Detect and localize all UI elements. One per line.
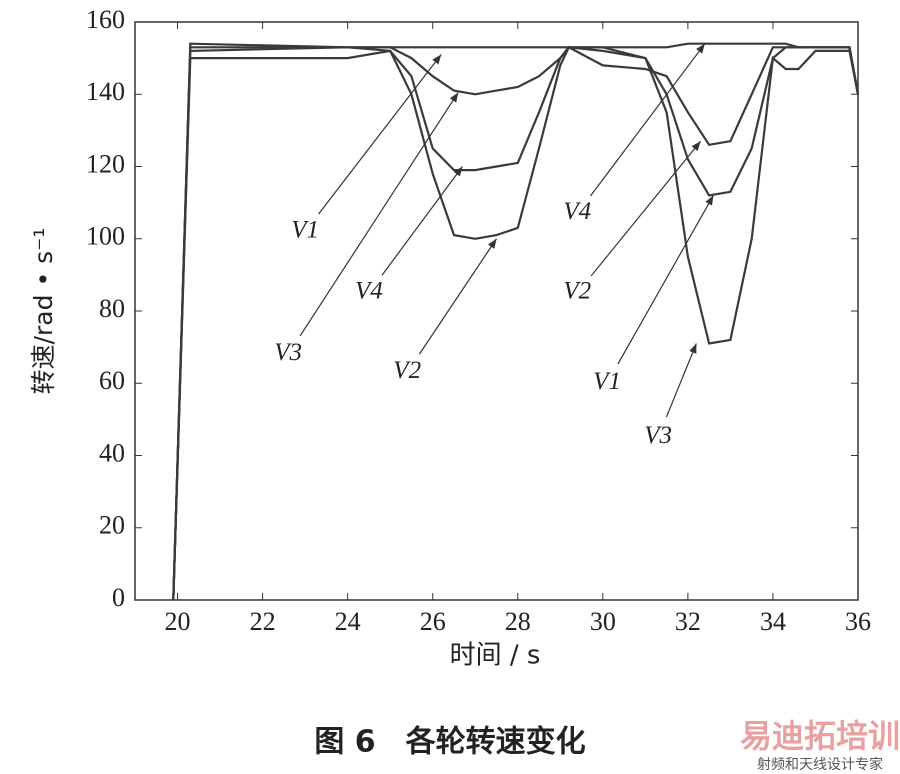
- x-tick-label: 30: [590, 607, 616, 636]
- x-tick-label: 20: [165, 607, 191, 636]
- series-line: [172, 46, 860, 601]
- annotation-label: V2: [393, 357, 421, 384]
- y-tick-label: 140: [86, 77, 125, 106]
- series-line: [172, 42, 860, 601]
- x-tick-label: 26: [420, 607, 446, 636]
- plot-frame: [134, 21, 859, 601]
- annotation-arrow: [318, 54, 442, 215]
- watermark-slogan: 射频和天线设计专家: [757, 756, 883, 773]
- annotation-label: V4: [563, 198, 591, 225]
- y-tick-label: 80: [99, 294, 125, 323]
- annotation-arrow: [418, 238, 497, 355]
- x-tick-label: 24: [335, 607, 361, 636]
- y-tick-label: 60: [99, 366, 125, 395]
- annotation-label: V4: [355, 278, 383, 305]
- annotation-arrow: [590, 43, 706, 197]
- x-tick-label: 32: [675, 607, 701, 636]
- x-tick-label: 36: [845, 607, 871, 636]
- y-tick-label: 160: [86, 5, 125, 34]
- watermark-brand: 易迪拓培训: [740, 717, 900, 755]
- caption: 图 6 各轮转速变化: [314, 725, 585, 760]
- annotation-label: V2: [563, 278, 591, 305]
- annotation-arrow: [381, 166, 463, 276]
- x-axis-label: 时间 / s: [450, 641, 541, 671]
- y-tick-label: 100: [86, 222, 125, 251]
- annotation-label: V1: [291, 216, 319, 243]
- y-tick-label: 20: [99, 511, 125, 540]
- x-tick-label: 34: [760, 607, 786, 636]
- x-tick-label: 22: [250, 607, 276, 636]
- annotation-arrow: [299, 92, 459, 337]
- series-line: [172, 45, 860, 601]
- y-tick-label: 0: [112, 583, 125, 612]
- y-tick-label: 40: [99, 438, 125, 467]
- y-axis-label: 转速/rad • s⁻¹: [29, 228, 58, 395]
- series-line: [172, 42, 860, 601]
- annotation-label: V3: [644, 422, 672, 449]
- annotation-arrow: [665, 343, 697, 418]
- annotation-arrow: [617, 195, 714, 365]
- annotation-label: V3: [274, 339, 302, 366]
- x-tick-label: 28: [505, 607, 531, 636]
- annotation-label: V1: [593, 368, 621, 395]
- y-tick-label: 120: [86, 149, 125, 178]
- annotation-arrow: [590, 140, 702, 277]
